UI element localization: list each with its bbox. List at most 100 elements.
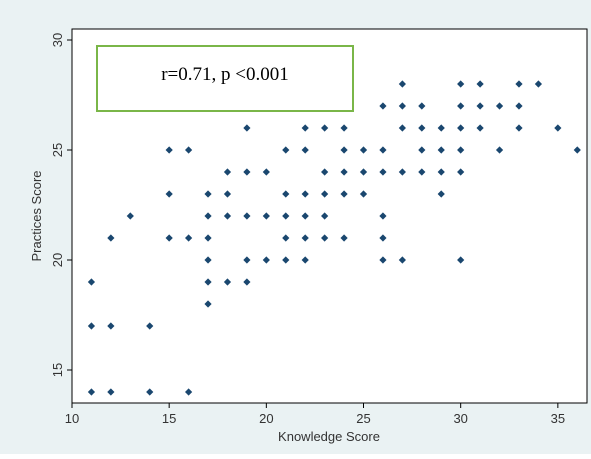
data-point — [87, 322, 96, 330]
data-point — [476, 124, 484, 132]
y-axis-title: Practices Score — [29, 170, 44, 261]
data-point — [146, 322, 154, 330]
data-point — [418, 102, 426, 110]
data-point — [437, 146, 445, 154]
data-point — [185, 388, 193, 396]
data-point — [87, 278, 96, 286]
data-point — [282, 190, 290, 198]
x-axis: 10 15 20 25 30 35 — [65, 403, 565, 426]
x-tick-label: 20 — [259, 411, 273, 426]
data-point — [359, 190, 368, 198]
data-point — [457, 146, 465, 154]
y-tick-label: 20 — [50, 253, 65, 267]
data-point — [418, 146, 426, 154]
annotation-box — [96, 45, 354, 112]
data-points — [87, 80, 581, 396]
data-point — [379, 256, 387, 264]
data-point — [126, 212, 134, 220]
x-tick-label: 30 — [453, 411, 467, 426]
data-point — [204, 278, 212, 286]
data-point — [165, 190, 173, 198]
data-point — [340, 168, 348, 176]
data-point — [457, 80, 465, 88]
data-point — [457, 102, 465, 110]
data-point — [243, 124, 251, 132]
data-point — [379, 234, 387, 242]
data-point — [495, 102, 504, 110]
data-point — [573, 146, 581, 154]
data-point — [321, 234, 329, 242]
data-point — [185, 234, 193, 242]
data-point — [457, 168, 465, 176]
data-point — [515, 102, 523, 110]
data-point — [223, 168, 232, 176]
data-point — [437, 190, 445, 198]
data-point — [457, 256, 465, 264]
data-point — [204, 256, 212, 264]
data-point — [204, 190, 212, 198]
x-tick-label: 10 — [65, 411, 79, 426]
data-point — [223, 212, 232, 220]
data-point — [282, 212, 290, 220]
data-point — [243, 278, 251, 286]
x-tick-label: 15 — [162, 411, 176, 426]
data-point — [204, 300, 212, 308]
y-tick-label: 15 — [50, 363, 65, 377]
data-point — [165, 234, 173, 242]
data-point — [554, 124, 562, 132]
data-point — [262, 256, 270, 264]
y-tick-label: 30 — [50, 33, 65, 47]
data-point — [301, 146, 309, 154]
data-point — [437, 168, 445, 176]
y-axis: 15 20 25 30 — [50, 33, 72, 377]
y-tick-label: 25 — [50, 143, 65, 157]
data-point — [457, 124, 465, 132]
data-point — [418, 168, 426, 176]
data-point — [301, 190, 309, 198]
data-point — [301, 234, 309, 242]
data-point — [146, 388, 154, 396]
data-point — [379, 168, 387, 176]
data-point — [301, 256, 309, 264]
data-point — [495, 146, 504, 154]
x-tick-label: 25 — [356, 411, 370, 426]
data-point — [359, 146, 368, 154]
data-point — [340, 234, 348, 242]
data-point — [398, 168, 406, 176]
data-point — [398, 124, 406, 132]
data-point — [321, 190, 329, 198]
data-point — [223, 190, 232, 198]
data-point — [301, 212, 309, 220]
data-point — [418, 124, 426, 132]
data-point — [107, 234, 115, 242]
data-point — [398, 256, 406, 264]
data-point — [398, 80, 406, 88]
data-point — [340, 124, 348, 132]
data-point — [204, 234, 212, 242]
data-point — [379, 146, 387, 154]
data-point — [534, 80, 543, 88]
data-point — [379, 102, 387, 110]
data-point — [359, 168, 368, 176]
data-point — [107, 322, 115, 330]
data-point — [301, 124, 309, 132]
data-point — [476, 80, 484, 88]
x-axis-title: Knowledge Score — [278, 429, 380, 444]
data-point — [437, 124, 445, 132]
data-point — [340, 190, 348, 198]
data-point — [243, 256, 251, 264]
data-point — [243, 168, 251, 176]
data-point — [340, 146, 348, 154]
data-point — [107, 388, 115, 396]
data-point — [262, 212, 270, 220]
data-point — [282, 256, 290, 264]
data-point — [398, 102, 406, 110]
data-point — [515, 80, 523, 88]
data-point — [243, 212, 251, 220]
data-point — [282, 146, 290, 154]
data-point — [204, 212, 212, 220]
data-point — [87, 388, 96, 396]
data-point — [321, 124, 329, 132]
